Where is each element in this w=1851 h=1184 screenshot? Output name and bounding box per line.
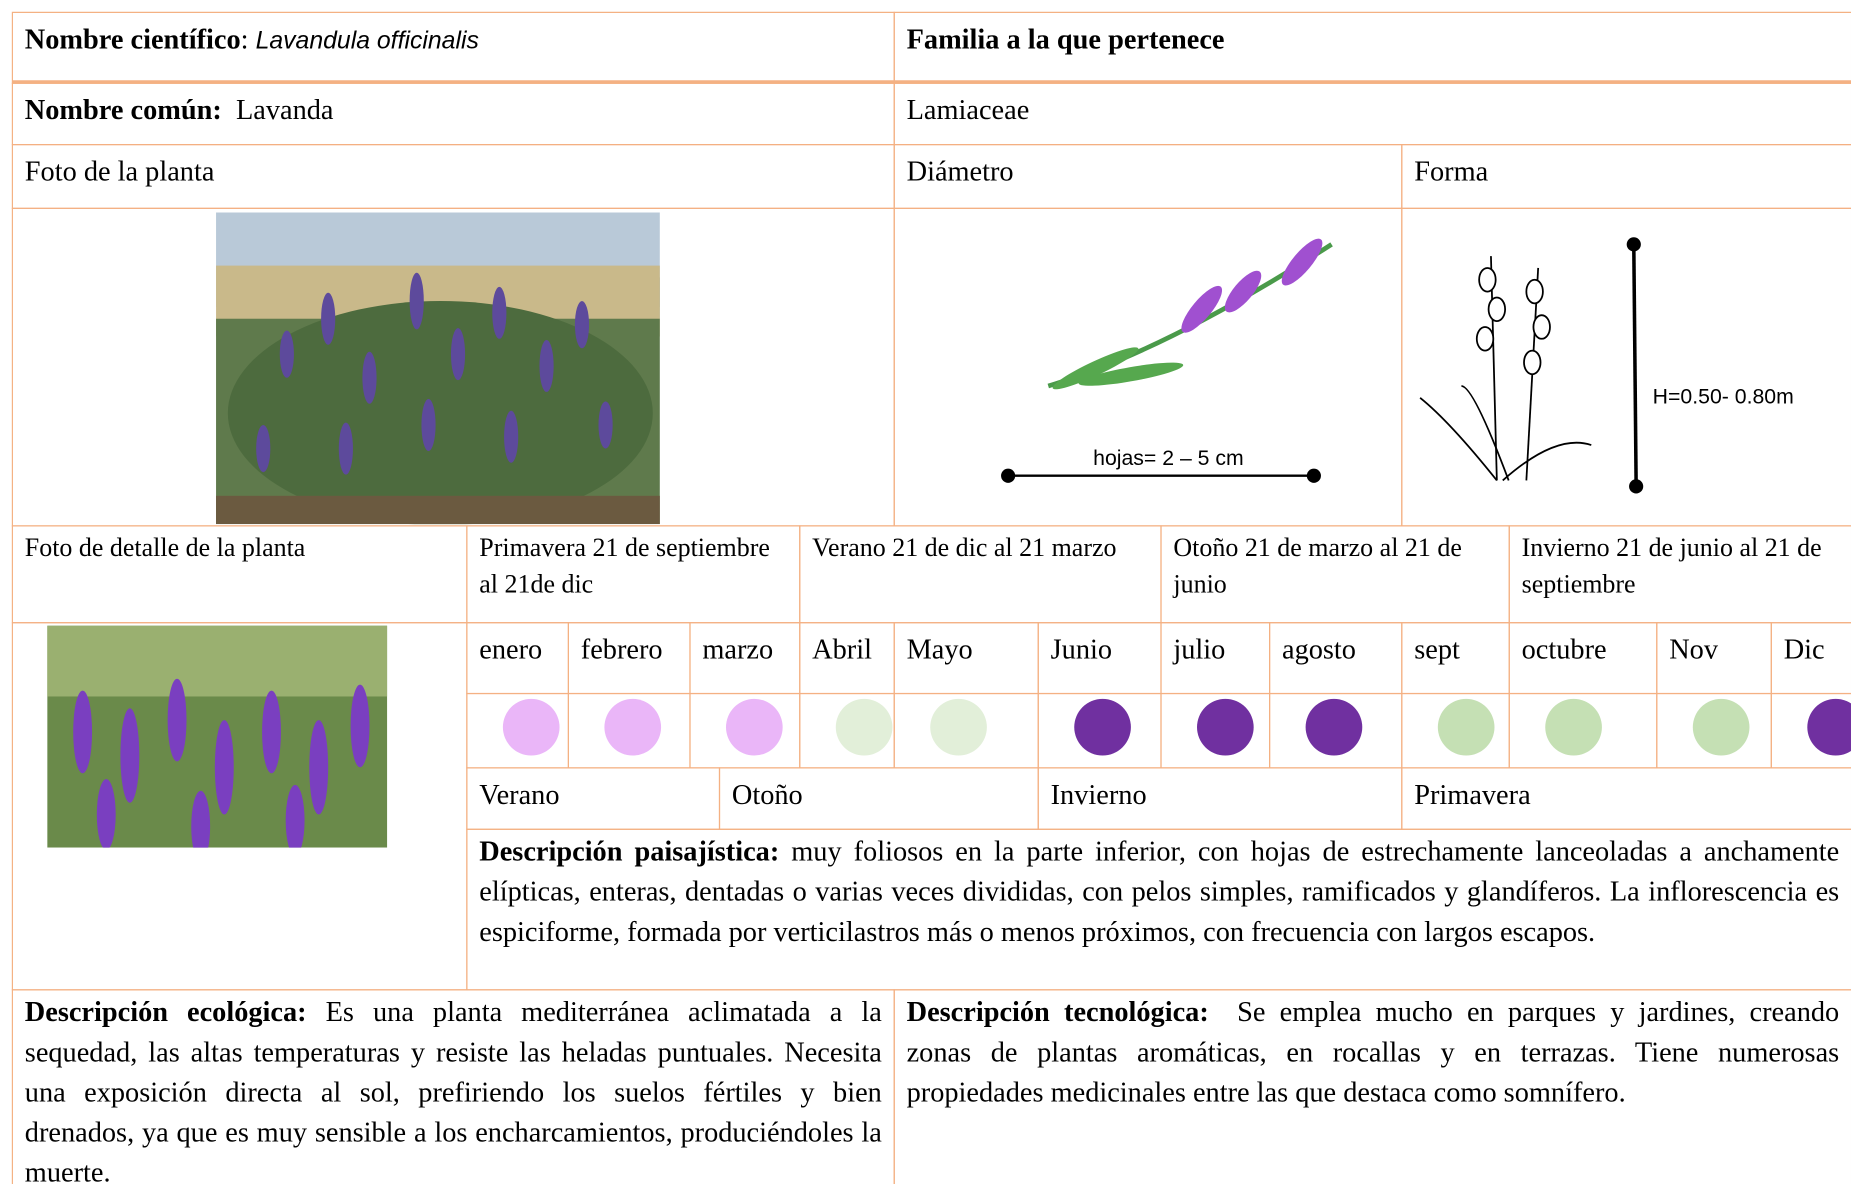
text: Se emplea mucho en parques y jardines, c… — [906, 997, 1840, 1109]
diameter-label-cell: Diámetro — [893, 144, 1403, 209]
season-bottom-cell: Otoño — [718, 767, 1039, 830]
month-dot — [1305, 698, 1363, 756]
common-name-cell: Nombre común: Lavanda — [11, 82, 895, 146]
month-dot — [1197, 698, 1254, 756]
label: Foto de detalle de la planta — [24, 532, 306, 562]
month-cell: agosto — [1269, 622, 1403, 695]
family: Lamiaceae — [906, 95, 1030, 127]
label: Nombre común: — [24, 95, 222, 127]
dot-cell — [1508, 692, 1658, 769]
month-dot — [930, 698, 987, 756]
month-dot — [1692, 698, 1750, 756]
month-dot — [1437, 698, 1495, 756]
detail-label-cell: Foto de detalle de la planta — [11, 525, 468, 624]
month-dot — [1074, 698, 1131, 756]
dot-cell — [1656, 692, 1772, 769]
season-cell: Verano 21 de dic al 21 marzo — [799, 525, 1162, 624]
dot-cell — [1037, 692, 1162, 769]
label: Familia a la que pertenece — [906, 24, 1225, 56]
month-cell: Abril — [799, 622, 895, 695]
month-cell: Mayo — [893, 622, 1039, 695]
label: Foto de la planta — [24, 157, 215, 188]
label: Forma — [1414, 157, 1489, 188]
text: muy foliosos en la parte inferior, con h… — [479, 836, 1840, 948]
season-bottom-cell: Invierno — [1037, 767, 1403, 830]
dot-cell — [689, 692, 801, 769]
photo-label-cell: Foto de la planta — [11, 144, 895, 209]
dot-cell — [567, 692, 691, 769]
month-cell: julio — [1160, 622, 1271, 695]
photo-cell — [11, 207, 895, 527]
dot-cell — [466, 692, 569, 769]
plant-photo — [216, 212, 660, 525]
landscape-cell: Descripción paisajística: muy foliosos e… — [466, 828, 1851, 991]
month-cell: sept — [1401, 622, 1510, 695]
dot-cell — [1401, 692, 1510, 769]
shape-label-cell: Forma — [1401, 144, 1851, 209]
detail-photo-cell — [11, 622, 468, 991]
common-name: Lavanda — [235, 95, 334, 127]
shape-cell: H=0.50- 0.80m — [1401, 207, 1851, 527]
family-label-cell: Familia a la que pertenece — [893, 11, 1851, 84]
month-dot — [835, 698, 893, 756]
dot-cell — [799, 692, 895, 769]
scientific-name-cell: Nombre científico: Lavandula officinalis — [11, 11, 895, 84]
ecological-cell: Descripción ecológica: Es una planta med… — [11, 989, 895, 1184]
month-dot — [1807, 698, 1851, 756]
month-dot — [1545, 698, 1602, 756]
diameter-cell: hojas= 2 – 5 cm — [893, 207, 1403, 527]
month-cell: octubre — [1508, 622, 1658, 695]
label: Descripción tecnológica: — [906, 997, 1209, 1029]
month-dot — [502, 698, 560, 756]
label: Diámetro — [906, 157, 1014, 188]
shape-drawing — [1419, 237, 1644, 494]
label: Nombre científico — [24, 24, 241, 56]
label: Descripción paisajística: — [479, 836, 780, 868]
height-measure: H=0.50- 0.80m — [1652, 384, 1794, 409]
dot-cell — [1269, 692, 1403, 769]
season-bottom-cell: Primavera — [1401, 767, 1851, 830]
month-cell: enero — [466, 622, 569, 695]
month-cell: Dic — [1770, 622, 1851, 695]
label: Descripción ecológica: — [24, 997, 307, 1029]
month-dot — [604, 698, 662, 756]
family-cell: Lamiaceae — [893, 82, 1851, 146]
leaf-drawing — [1001, 238, 1333, 483]
dot-cell — [1160, 692, 1271, 769]
month-cell: febrero — [567, 622, 691, 695]
dot-cell — [893, 692, 1039, 769]
month-cell: marzo — [689, 622, 801, 695]
text: Es una planta mediterránea aclimatada a … — [24, 997, 882, 1184]
leaf-measure: hojas= 2 – 5 cm — [1093, 446, 1244, 470]
dot-cell — [1770, 692, 1851, 769]
month-dot — [725, 698, 783, 756]
season-cell: Otoño 21 de marzo al 21 de junio — [1160, 525, 1510, 624]
month-cell: Nov — [1656, 622, 1772, 695]
month-cell: Junio — [1037, 622, 1162, 695]
detail-photo — [47, 625, 388, 848]
season-cell: Invierno 21 de junio al 21 de septiembre — [1508, 525, 1851, 624]
technological-cell: Descripción tecnológica: Se emplea mucho… — [893, 989, 1851, 1184]
scientific-name: Lavandula officinalis — [255, 27, 479, 55]
season-bottom-cell: Verano — [466, 767, 721, 830]
season-cell: Primavera 21 de septiembre al 21de dic — [466, 525, 801, 624]
